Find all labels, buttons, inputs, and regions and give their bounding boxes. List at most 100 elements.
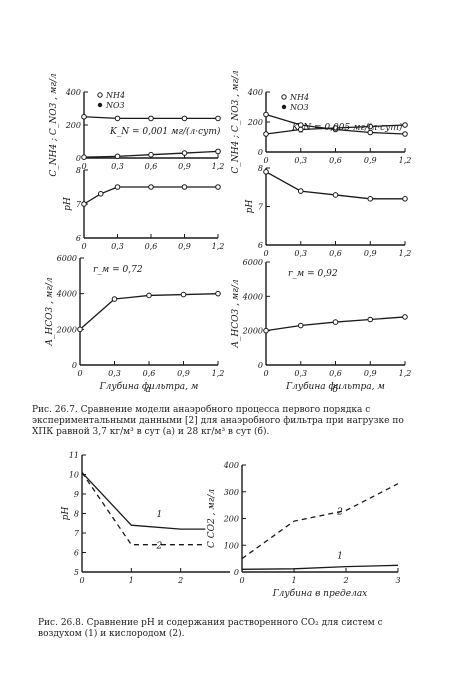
data-point <box>148 151 154 158</box>
series-label: 1 <box>156 510 162 520</box>
y-tick-label: 5 <box>74 568 79 577</box>
data-point <box>263 327 269 334</box>
data-point <box>181 150 188 156</box>
data-point <box>402 314 408 320</box>
x-tick-label: 0,3 <box>108 369 121 378</box>
data-point <box>402 122 408 128</box>
y-tick-label: 4000 <box>56 290 77 299</box>
legend-marker <box>97 102 103 108</box>
x-tick-label: 0,3 <box>294 249 307 258</box>
y-tick-label: 0 <box>72 361 77 370</box>
data-point <box>111 296 118 302</box>
series-label: 1 <box>337 552 343 562</box>
y-axis-label: pH <box>63 197 73 211</box>
y-tick-label: 9 <box>74 490 79 499</box>
y-tick-label: 8 <box>258 164 263 173</box>
y-tick-label: 0 <box>234 568 239 577</box>
y-axis-label: C_NH4 ; C_NO3 , мг/л <box>231 70 241 174</box>
x-tick-label: 0,9 <box>178 242 191 251</box>
y-axis-label: pH <box>61 507 71 521</box>
y-tick-label: 8 <box>74 510 79 519</box>
series-line-2 <box>81 472 206 546</box>
series-line <box>79 293 219 330</box>
x-tick-label: 0,3 <box>294 369 307 378</box>
x-tick-label: 0,6 <box>145 162 158 171</box>
data-point <box>332 125 339 131</box>
x-tick-label: 0 <box>239 576 244 585</box>
legend-label: NH4 <box>289 93 309 102</box>
x-tick-label: 0,3 <box>111 162 124 171</box>
chart-fig8_ph: 0 1 2 5 6 7 8 9 10 11 pH 1 2 <box>61 451 230 585</box>
panel-label: а <box>145 385 150 395</box>
y-tick-label: 6 <box>258 241 263 250</box>
data-point <box>402 196 408 202</box>
chart-b_nitrogen: 0 0,3 0,6 0,9 1,2 0 200 400 C_NH4 ; C_NO3 , мг/л… <box>231 70 411 174</box>
y-tick-label: 100 <box>224 541 239 550</box>
x-tick-label: 0 <box>263 156 268 165</box>
x-tick-label: 2 <box>342 576 348 585</box>
data-point <box>215 115 221 122</box>
series-line-1 <box>241 564 399 570</box>
data-point <box>181 184 188 190</box>
y-tick-label: 7 <box>74 529 80 538</box>
x-tick-label: 1,2 <box>399 249 412 258</box>
y-tick-label: 11 <box>69 451 79 460</box>
legend-marker <box>281 104 287 110</box>
chart-b_alk: 0 0,3 0,6 0,9 1,2 0 2000 4000 6000 A_HCO3 , мг/л Г… <box>231 258 411 395</box>
data-point <box>332 319 339 325</box>
legend-label: NO3 <box>105 101 125 110</box>
caption-fig-26-7: Рис. 26.7. Сравнение модели анаэробного … <box>32 405 404 437</box>
data-point <box>297 126 304 133</box>
data-point <box>114 115 121 122</box>
y-axis-label: pH <box>245 200 255 214</box>
y-axis-label: C_NH4 ; C_NO3 , мг/л <box>49 73 59 177</box>
data-point <box>77 326 83 333</box>
legend-marker <box>97 92 103 98</box>
data-point <box>215 184 221 190</box>
x-tick-label: 0,9 <box>178 162 191 171</box>
x-tick-label: 1,2 <box>399 369 412 378</box>
annotation: r_м = 0,92 <box>288 269 338 279</box>
chart-fig8_co2: 0 1 2 3 0 100 200 300 400 C CO2 , мг/л Глубина в п… <box>207 461 401 599</box>
y-axis-label: C CO2 , мг/л <box>207 489 217 548</box>
y-tick-label: 6 <box>76 234 81 243</box>
legend-label: NH4 <box>105 91 125 100</box>
y-tick-label: 6000 <box>243 258 263 267</box>
y-tick-label: 0 <box>258 361 263 370</box>
y-tick-label: 6 <box>74 549 79 558</box>
data-point <box>215 290 221 297</box>
data-point <box>367 196 374 202</box>
caption-fig-26-8: Рис. 26.8. Сравнение pH и содержания рас… <box>38 618 383 639</box>
data-point <box>332 192 339 198</box>
x-tick-label: 1,2 <box>212 162 225 171</box>
x-tick-label: 1 <box>129 576 134 585</box>
series-label: 2 <box>155 542 162 552</box>
y-tick-label: 300 <box>224 488 239 497</box>
data-point <box>297 322 304 329</box>
x-tick-label: 0,9 <box>177 369 190 378</box>
x-tick-label: 2 <box>177 576 183 585</box>
x-tick-label: 1,2 <box>212 242 225 251</box>
data-point <box>114 184 121 190</box>
data-point <box>181 115 188 122</box>
x-tick-label: 0,6 <box>329 249 342 258</box>
x-tick-label: 0 <box>81 242 86 251</box>
x-tick-label: 0,6 <box>329 369 342 378</box>
y-tick-label: 6000 <box>57 254 77 263</box>
data-point <box>367 129 374 136</box>
annotation: K_N = 0,001 мг/(л·сут) <box>109 126 221 137</box>
y-tick-label: 400 <box>247 88 263 97</box>
x-tick-label: 0,6 <box>145 242 158 251</box>
x-tick-label: 1 <box>291 576 296 585</box>
x-tick-label: 0 <box>263 249 268 258</box>
y-tick-label: 400 <box>223 461 239 470</box>
y-tick-label: 0 <box>258 148 263 157</box>
chart-b_ph: 0 0,3 0,6 0,9 1,2 6 7 8 pH <box>245 164 411 258</box>
x-tick-label: 1,2 <box>212 369 225 378</box>
x-tick-label: 0,6 <box>143 369 156 378</box>
y-tick-label: 2000 <box>242 327 263 336</box>
data-point <box>263 131 269 137</box>
chart-a_nitrogen: 0 0,3 0,6 0,9 1,2 0 200 400 C_NH4 ; C_NO3 , мг/л… <box>49 73 224 177</box>
